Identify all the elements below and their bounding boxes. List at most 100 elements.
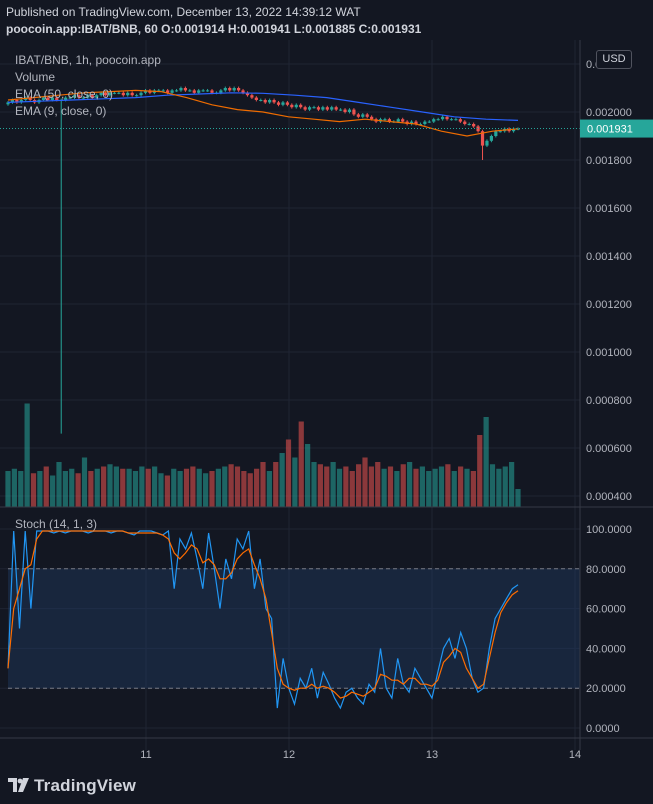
price-tick-label: 0.001200 [586, 299, 632, 311]
candle-body [356, 114, 360, 117]
price-tick-label: 0.000800 [586, 395, 632, 407]
volume-bar [489, 464, 496, 507]
candle-body [290, 104, 294, 108]
candle-body [396, 119, 400, 122]
candle-body [126, 92, 130, 96]
published-line: Published on TradingView.com, December 1… [6, 5, 361, 19]
candle-body [294, 104, 298, 108]
chart-canvas[interactable]: 0.0022000.0020000.0018000.0016000.001400… [0, 40, 653, 764]
candle-body [445, 116, 449, 120]
candle-body [232, 88, 236, 91]
volume-bar [62, 471, 68, 507]
candle-body [458, 119, 462, 122]
candle-body [10, 100, 15, 103]
time-tick-label: 11 [140, 749, 151, 761]
candle-body [143, 90, 148, 93]
stoch-tick-label: 40.0000 [586, 643, 626, 655]
stoch-axis[interactable]: 100.0000 80.0000 60.0000 40.0000 20.0000 0.00… [586, 524, 632, 735]
candle-body [316, 107, 321, 110]
volume-bar [343, 466, 349, 507]
candle-body [103, 92, 108, 96]
volume-bar [324, 466, 330, 507]
price-tick-label: 0.001800 [586, 155, 632, 167]
volume-bar [164, 475, 170, 507]
volume-bar [145, 468, 151, 507]
candle-body [418, 124, 423, 125]
volume-bar [496, 468, 502, 507]
candle-body [334, 107, 338, 110]
volume-bar [69, 468, 75, 507]
volume-bar [413, 468, 419, 507]
volume-bar [470, 471, 476, 507]
currency-button[interactable]: USD [596, 50, 632, 69]
volume-bar [419, 466, 425, 507]
candle-body [95, 95, 99, 98]
candle-body [241, 90, 245, 93]
volume-bar [203, 473, 209, 507]
axes [0, 40, 653, 750]
candle-body [339, 109, 343, 111]
price-tick-label: 0.001400 [586, 251, 632, 263]
candle-body [112, 92, 117, 94]
candle-body [72, 95, 77, 98]
candle-body [476, 126, 480, 132]
volume-bar [458, 466, 464, 507]
volume-bar [107, 464, 113, 507]
volume-bar [381, 468, 387, 507]
candle-body [361, 114, 365, 117]
candle-body [81, 97, 85, 99]
volume-bar [209, 471, 215, 507]
candle-body [281, 102, 285, 105]
volume-bar [426, 471, 432, 507]
volume-bar [438, 466, 445, 507]
volume-bar [152, 466, 158, 507]
candle-body [46, 97, 50, 100]
candle-body [219, 90, 223, 93]
volume-bar [158, 473, 164, 507]
candle-body [64, 97, 68, 100]
candle-body [201, 90, 205, 92]
candle-body [472, 124, 476, 127]
candle-body [285, 102, 289, 105]
candle-body [68, 97, 72, 99]
candle-body [494, 131, 498, 136]
time-tick-label: 13 [426, 749, 438, 761]
candle-body [463, 121, 467, 124]
price-tick-label: 0.002000 [586, 107, 632, 119]
volume-bar [101, 466, 107, 507]
volume-bars [5, 403, 521, 507]
legend-stoch[interactable]: Stoch (14, 1, 3) [15, 517, 98, 531]
candle-body [135, 95, 139, 97]
candle-body [108, 92, 112, 96]
legend-ema9[interactable]: EMA (9, close, 0) [15, 104, 107, 118]
volume-bar [190, 466, 196, 507]
legend-ema50[interactable]: EMA (50, close, 0) [15, 87, 114, 101]
time-axis[interactable]: 11 12 13 14 [140, 749, 581, 761]
volume-bar [445, 464, 451, 507]
price-tick-label: 0.001000 [586, 347, 632, 359]
volume-bar [400, 464, 406, 507]
tradingview-logo-icon [8, 778, 29, 792]
candle-body [454, 119, 458, 121]
candle-body [245, 92, 250, 96]
candles [6, 86, 520, 434]
candle-body [205, 90, 210, 92]
volume-bar [171, 468, 177, 507]
volume-bar [5, 471, 11, 507]
stoch-tick-label: 0.0000 [586, 723, 620, 735]
last-price-label: 0.001931 [587, 124, 633, 136]
candle-body [268, 100, 272, 103]
legend-symbol[interactable]: IBAT/BNB, 1h, poocoin.app [15, 53, 161, 67]
candle-body [28, 97, 32, 100]
candle-body [6, 102, 10, 105]
volume-bar [292, 457, 298, 507]
legend-volume[interactable]: Volume [15, 70, 56, 84]
candle-body [197, 90, 201, 93]
price-axis[interactable]: 0.0022000.0020000.0018000.0016000.001400… [586, 59, 632, 503]
candle-body [276, 102, 281, 105]
candle-body [498, 131, 502, 133]
candle-body [427, 121, 431, 123]
volume-bar [362, 457, 368, 507]
candle-body [15, 100, 19, 103]
volume-bar [387, 466, 394, 507]
